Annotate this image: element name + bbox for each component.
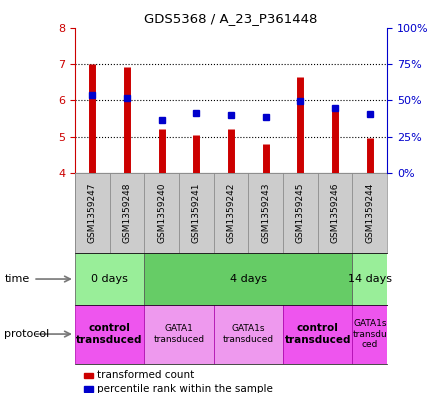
Text: GSM1359244: GSM1359244 xyxy=(365,183,374,243)
Bar xyxy=(352,173,387,253)
Bar xyxy=(179,173,214,253)
Text: 0 days: 0 days xyxy=(91,274,128,284)
Text: control
transduced: control transduced xyxy=(76,323,143,345)
Bar xyxy=(110,173,144,253)
Text: GATA1s
transdu
ced: GATA1s transdu ced xyxy=(352,319,387,349)
Text: control
transduced: control transduced xyxy=(285,323,351,345)
Text: GSM1359245: GSM1359245 xyxy=(296,183,305,243)
Text: GSM1359240: GSM1359240 xyxy=(157,183,166,243)
Bar xyxy=(75,173,110,253)
Bar xyxy=(144,173,179,253)
Text: GATA1
transduced: GATA1 transduced xyxy=(154,324,205,344)
Text: GSM1359246: GSM1359246 xyxy=(330,183,340,243)
Text: percentile rank within the sample: percentile rank within the sample xyxy=(97,384,273,393)
Bar xyxy=(144,305,214,364)
Bar xyxy=(352,253,387,305)
Bar xyxy=(144,253,352,305)
Bar xyxy=(248,173,283,253)
Bar xyxy=(283,305,352,364)
Bar xyxy=(214,305,283,364)
Title: GDS5368 / A_23_P361448: GDS5368 / A_23_P361448 xyxy=(144,12,318,25)
Text: GSM1359241: GSM1359241 xyxy=(192,183,201,243)
Bar xyxy=(75,305,144,364)
Text: GSM1359247: GSM1359247 xyxy=(88,183,97,243)
Text: GSM1359243: GSM1359243 xyxy=(261,183,270,243)
Text: 14 days: 14 days xyxy=(348,274,392,284)
Text: GATA1s
transduced: GATA1s transduced xyxy=(223,324,274,344)
Bar xyxy=(214,173,248,253)
Text: transformed count: transformed count xyxy=(97,370,194,380)
Text: time: time xyxy=(4,274,29,284)
Bar xyxy=(352,305,387,364)
Text: 4 days: 4 days xyxy=(230,274,267,284)
Text: GSM1359242: GSM1359242 xyxy=(227,183,235,243)
Bar xyxy=(283,173,318,253)
Text: GSM1359248: GSM1359248 xyxy=(122,183,132,243)
Text: protocol: protocol xyxy=(4,329,50,339)
Bar xyxy=(75,253,144,305)
Bar xyxy=(318,173,352,253)
